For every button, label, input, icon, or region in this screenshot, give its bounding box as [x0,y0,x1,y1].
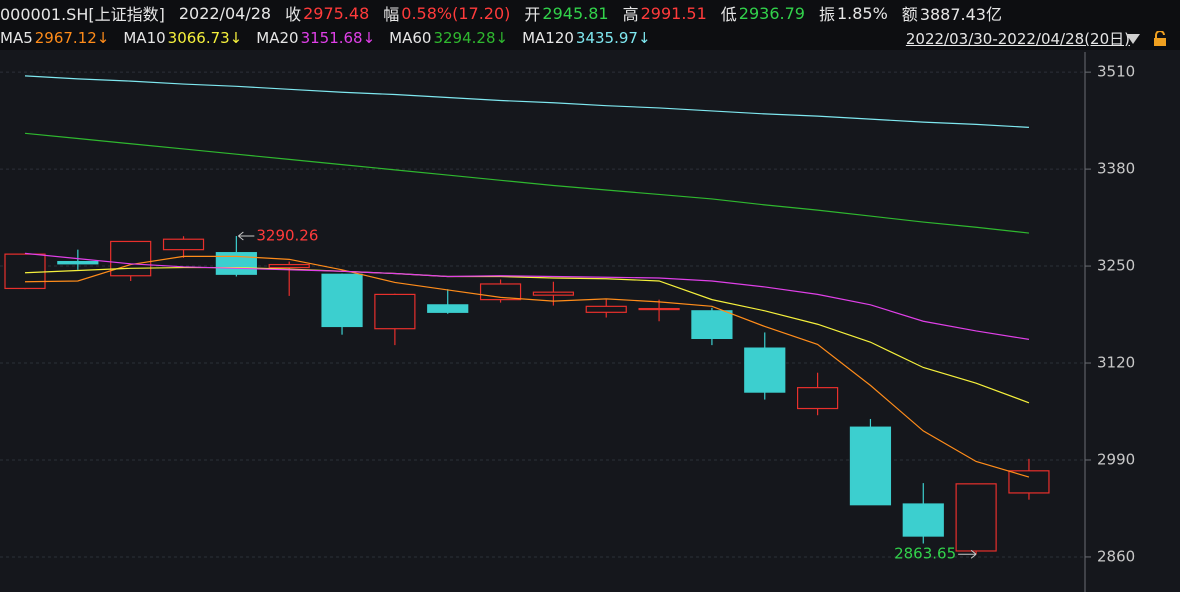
lock-shackle [1155,31,1165,38]
annotation-arrow [238,231,255,241]
dropdown-icon[interactable] [1126,34,1140,44]
legend-value: 3294.28↓ [433,29,509,47]
candle-body [955,483,997,552]
code: 000001.SH[上证指数] [0,5,165,24]
legend-value: 3066.73↓ [167,29,243,47]
ma-line [24,252,1030,340]
ma-line [24,266,1030,404]
legend-value: 3435.97↓ [575,29,651,47]
y-tick-label: 3120 [1097,354,1135,372]
candle-body [638,307,680,311]
y-tick-label: 3380 [1097,160,1135,178]
legend-value: 3151.68↓ [300,29,376,47]
legend-name: MA20 [256,29,299,47]
y-tick-label: 3510 [1097,63,1135,81]
annotation: 2863.65 [894,545,956,563]
ma-line [24,75,1029,128]
candle-body [691,310,733,340]
candle-body [110,240,152,277]
label: 幅 [383,5,400,24]
quote-bar: 000001.SH[上证指数] 2022/04/28 收 2975.48 幅 0.5… [0,0,1180,26]
controls[interactable] [1124,31,1174,47]
annotation: 3290.26 [256,227,318,245]
candle-body [268,263,310,269]
candle-body [796,387,839,410]
candle-body [1008,470,1050,494]
y-tick-label: 2860 [1097,547,1135,565]
candle-body [585,305,627,313]
value: 3887.43亿 [919,5,1002,24]
legend-value: 2967.12↓ [34,29,110,47]
candle-body [162,238,205,251]
y-tick-label: 3250 [1097,257,1135,275]
legend-name: MA120 [522,29,574,47]
date-range[interactable]: 2022/03/30-2022/04/28(20日) [905,30,1130,48]
candle-body [427,304,469,313]
label: 额 [901,5,918,24]
candle-body [902,503,944,537]
candle-body [849,426,892,506]
legend-name: MA5 [0,29,33,47]
value: 2991.51 [640,3,707,23]
y-tick-label: 2990 [1097,450,1135,468]
date: 2022/04/28 [178,3,272,23]
candle-body [532,291,575,296]
annotation-arrow [958,549,977,559]
candle-body [321,273,363,328]
lock-icon[interactable] [1154,38,1166,46]
ma-bar: 2022/03/30-2022/04/28(20日) MA5 2967.12↓ MA… [0,26,1180,50]
label: 振 [818,5,835,24]
value: 2945.81 [542,3,609,23]
legend-name: MA10 [123,29,166,47]
candle-body [4,253,46,290]
legend-name: MA60 [389,29,432,47]
value: 0.58%(17.20) [401,3,511,23]
value: 2975.48 [303,3,370,23]
candle-body [57,260,99,265]
candle-body [374,293,416,330]
ma-line [24,255,1030,478]
value: 1.85% [836,3,888,23]
label: 收 [285,5,302,24]
label: 开 [524,5,541,24]
ma-line [24,132,1030,234]
candle-body [744,347,786,393]
label: 高 [622,5,639,24]
label: 低 [720,5,737,24]
value: 2936.79 [738,3,805,23]
